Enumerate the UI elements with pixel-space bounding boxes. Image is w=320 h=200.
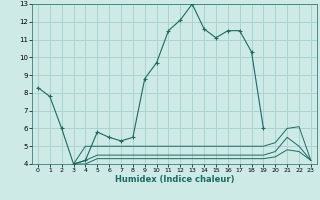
- X-axis label: Humidex (Indice chaleur): Humidex (Indice chaleur): [115, 175, 234, 184]
